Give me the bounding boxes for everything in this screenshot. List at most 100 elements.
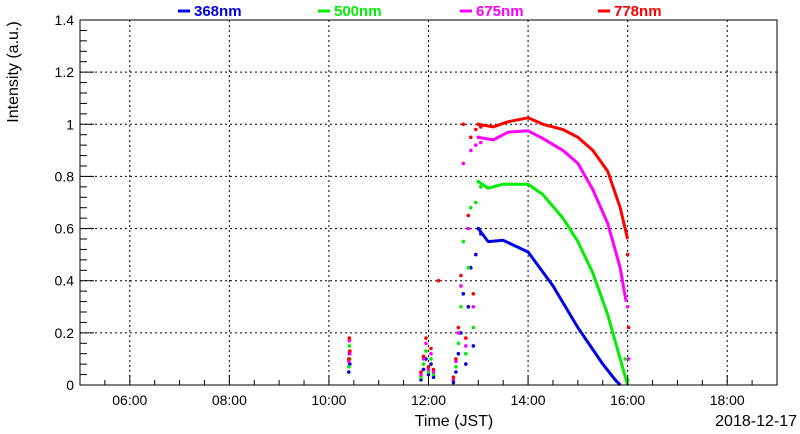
data-point-500nm <box>459 305 463 309</box>
y-tick-label: 1.4 <box>55 12 75 28</box>
x-tick-label: 08:00 <box>212 392 247 408</box>
grid <box>80 20 777 385</box>
data-point-675nm <box>348 351 352 356</box>
data-point-675nm <box>424 341 428 346</box>
series-line-778nm <box>478 116 630 240</box>
data-point-675nm <box>476 135 481 140</box>
x-tick-label: 16:00 <box>610 392 645 408</box>
series-curves <box>477 116 630 387</box>
data-point-675nm <box>469 148 473 153</box>
data-point-778nm <box>459 273 463 278</box>
data-point-368nm <box>431 375 436 380</box>
data-point-778nm <box>431 367 436 372</box>
data-point-778nm <box>456 325 461 330</box>
data-point-500nm <box>469 205 473 210</box>
data-point-675nm <box>626 357 631 361</box>
data-point-675nm <box>456 331 461 335</box>
data-point-778nm <box>464 336 468 340</box>
y-tick-label: 0 <box>66 377 74 393</box>
data-point-778nm <box>347 336 352 340</box>
data-point-368nm <box>466 305 471 309</box>
y-tick-label: 1.2 <box>55 64 75 80</box>
data-point-675nm <box>461 161 466 166</box>
data-point-675nm <box>431 370 436 374</box>
data-point-675nm <box>421 357 426 361</box>
data-point-500nm <box>424 349 428 353</box>
data-point-500nm <box>454 365 458 369</box>
data-point-368nm <box>471 344 476 348</box>
y-tick-label: 0.8 <box>55 168 75 184</box>
x-axis-label: Time (JST) <box>415 413 494 430</box>
x-tick-label: 06:00 <box>112 392 147 408</box>
x-tick-label: 18:00 <box>710 392 745 408</box>
data-point-675nm <box>429 351 433 356</box>
data-point-500nm <box>464 351 468 356</box>
data-point-675nm <box>625 305 630 309</box>
legend-label-675nm: 675nm <box>476 3 524 20</box>
y-axis: 0 0.2 0.4 0.6 0.8 1 1.2 1.4 <box>55 12 94 393</box>
data-point-368nm <box>476 226 481 231</box>
y-tick-label: 1 <box>66 116 74 132</box>
series-line-500nm <box>477 180 630 386</box>
data-point-675nm <box>474 143 478 147</box>
data-point-778nm <box>466 213 471 218</box>
data-point-778nm <box>626 325 631 330</box>
data-point-500nm <box>466 265 471 270</box>
data-point-778nm <box>461 122 466 127</box>
data-point-500nm <box>474 200 478 205</box>
data-point-675nm <box>466 226 471 231</box>
data-point-500nm <box>429 357 433 361</box>
series-line-675nm <box>478 129 628 302</box>
data-point-778nm <box>471 292 476 296</box>
data-point-675nm <box>426 367 431 372</box>
data-point-778nm <box>469 135 473 140</box>
data-point-778nm <box>474 127 478 132</box>
data-point-500nm <box>623 357 627 361</box>
data-point-500nm <box>456 341 461 346</box>
data-point-368nm <box>474 252 478 257</box>
legend-label-500nm: 500nm <box>334 3 382 20</box>
data-point-368nm <box>459 331 463 335</box>
data-point-500nm <box>479 185 483 189</box>
data-point-675nm <box>419 372 423 377</box>
data-point-500nm <box>471 325 476 330</box>
y-tick-label: 0.2 <box>55 325 75 341</box>
legend-label-778nm: 778nm <box>614 3 662 20</box>
x-axis: 06:00 08:00 10:00 12:00 14:00 16:00 18:00 <box>79 375 778 408</box>
data-point-675nm <box>347 359 351 364</box>
y-axis-label: Intensity (a.u.) <box>5 21 22 122</box>
data-point-778nm <box>419 370 423 374</box>
data-point-675nm <box>459 284 463 288</box>
data-point-778nm <box>476 122 481 127</box>
data-point-675nm <box>479 140 483 145</box>
series-line-368nm <box>477 227 622 387</box>
data-point-500nm <box>476 179 481 184</box>
data-point-778nm <box>479 125 483 129</box>
data-point-368nm <box>461 292 466 296</box>
data-point-368nm <box>479 232 483 236</box>
data-point-368nm <box>454 370 458 374</box>
data-point-500nm <box>347 365 351 369</box>
y-tick-label: 0.4 <box>55 273 75 289</box>
data-point-368nm <box>347 370 351 374</box>
data-point-368nm <box>464 362 468 366</box>
data-point-778nm <box>421 354 426 359</box>
data-point-500nm <box>461 239 466 244</box>
data-point-778nm <box>424 336 428 340</box>
data-point-675nm <box>454 359 458 364</box>
legend: 368nm 500nm 675nm 778nm <box>178 3 662 20</box>
data-point-368nm <box>456 351 461 356</box>
y-tick-label: 0.6 <box>55 221 75 237</box>
data-point-500nm <box>419 375 423 380</box>
data-point-675nm <box>464 344 468 348</box>
data-point-778nm <box>451 375 456 380</box>
data-point-500nm <box>426 370 431 374</box>
data-point-675nm <box>347 338 352 343</box>
data-point-368nm <box>429 362 433 366</box>
legend-label-368nm: 368nm <box>194 3 242 20</box>
data-point-675nm <box>451 378 456 382</box>
data-point-778nm <box>625 252 630 257</box>
date-label: 2018-12-17 <box>715 413 797 430</box>
data-point-368nm <box>469 265 473 270</box>
